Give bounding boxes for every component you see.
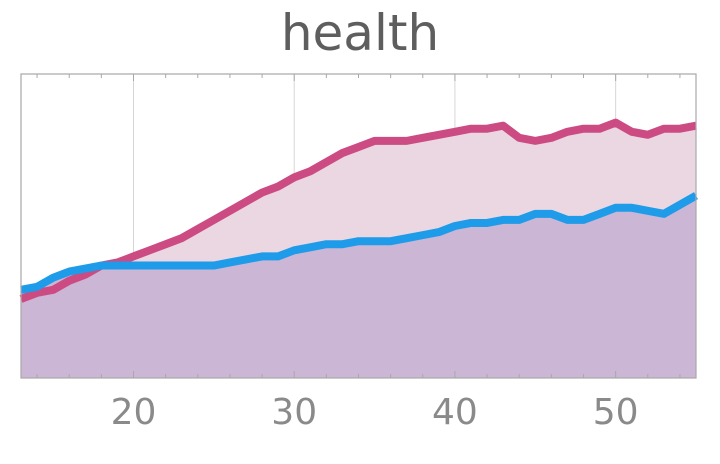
series-0-line [19,118,697,303]
xtick-label-30: 30 [271,392,317,433]
xtick-label-40: 40 [432,392,478,433]
axis-layer: 20 30 40 50 [20,73,697,433]
series-1-area [21,195,696,378]
xtick-label-50: 50 [593,392,639,433]
plot-layer [19,74,698,378]
xtick-label-20: 20 [111,392,157,433]
series-1-line [20,192,698,294]
chart-title: health [280,4,440,62]
